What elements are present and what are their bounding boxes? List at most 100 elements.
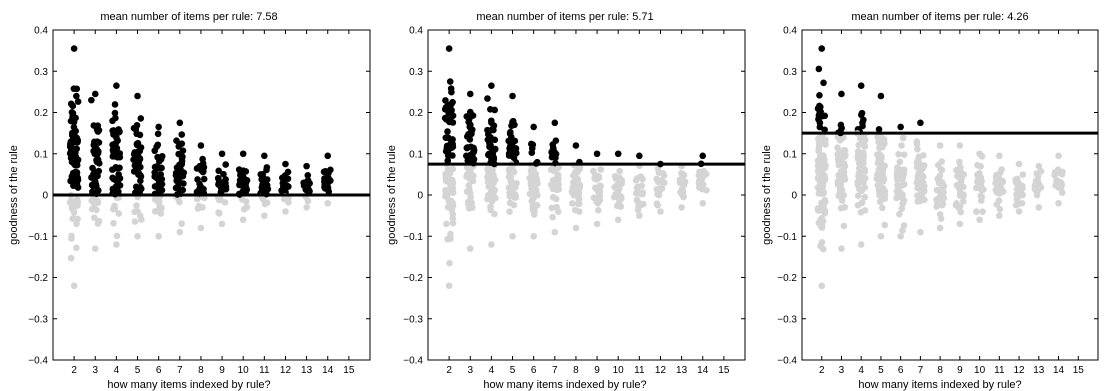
point-above-threshold (303, 162, 310, 170)
panel-2-ytick-label: 0 (417, 191, 423, 202)
point-above-threshold (282, 160, 289, 168)
panel-3-xlabel: how many items indexed by rule? (858, 379, 1021, 391)
point-below-threshold (914, 145, 921, 153)
point-below-threshold (938, 192, 945, 200)
panel-2-xlabel: how many items indexed by rule? (483, 379, 646, 391)
point-above-threshold (507, 128, 514, 136)
point-below-threshold (896, 210, 903, 218)
point-above-threshold (237, 171, 244, 179)
point-below-threshold (549, 213, 556, 221)
panel-1-points (66, 45, 334, 290)
panel-1: mean number of items per rule: 7.58 how … (8, 11, 371, 391)
point-below-threshold (1013, 179, 1021, 187)
point-below-threshold (280, 195, 288, 203)
point-below-threshold (530, 211, 538, 218)
point-above-threshold (917, 119, 924, 127)
panel-2-frame (427, 29, 746, 361)
panel-2-xtick-label: 5 (510, 365, 516, 376)
panel-1-xtick-label: 12 (280, 365, 292, 376)
point-below-threshold (1035, 162, 1043, 170)
point-below-threshold (549, 185, 557, 193)
point-above-threshold (114, 150, 121, 158)
point-below-threshold (939, 200, 947, 208)
point-below-threshold (816, 141, 823, 149)
point-below-threshold (239, 216, 247, 224)
point-below-threshold (468, 199, 476, 207)
panel-3: mean number of items per rule: 4.26 how … (761, 11, 1099, 391)
point-below-threshold (993, 171, 1000, 179)
point-below-threshold (555, 185, 563, 193)
point-above-threshold (466, 136, 474, 143)
point-above-threshold (257, 171, 265, 178)
panel-3-ytick-label: 0.2 (783, 108, 797, 119)
point-above-threshold (91, 177, 99, 185)
point-above-threshold (859, 119, 866, 127)
point-below-threshold (526, 190, 534, 198)
point-above-threshold (548, 148, 555, 156)
point-above-threshold (242, 168, 250, 175)
point-below-threshold (1015, 160, 1023, 168)
panel-3-xtick-label: 10 (974, 365, 986, 376)
point-below-threshold (919, 164, 927, 172)
point-above-threshold (489, 125, 496, 133)
point-below-threshold (528, 168, 535, 175)
point-above-threshold (527, 140, 535, 148)
point-above-threshold (116, 128, 123, 135)
point-below-threshold (840, 222, 848, 230)
point-below-threshold (1015, 208, 1023, 215)
point-below-threshold (506, 208, 513, 216)
point-below-threshold (1035, 204, 1043, 211)
point-below-threshold (487, 175, 495, 183)
point-above-threshold (94, 187, 102, 194)
point-below-threshold (443, 192, 451, 200)
point-above-threshold (109, 141, 116, 149)
point-below-threshold (857, 241, 865, 248)
point-below-threshold (873, 151, 881, 158)
panel-2-xtick-label: 6 (531, 365, 537, 376)
point-below-threshold (597, 166, 605, 173)
panel-1-xtick-label: 4 (114, 365, 120, 376)
point-below-threshold (657, 208, 664, 215)
point-below-threshold (597, 183, 604, 190)
panel-3-xtick-label: 6 (898, 365, 904, 376)
point-above-threshold (815, 65, 823, 73)
point-below-threshold (1059, 168, 1066, 176)
point-below-threshold (1019, 171, 1027, 178)
point-below-threshold (1017, 190, 1025, 197)
point-above-threshold (178, 160, 186, 168)
point-below-threshold (815, 189, 823, 197)
point-above-threshold (325, 169, 332, 177)
point-below-threshold (993, 201, 1001, 208)
point-below-threshold (639, 175, 646, 183)
point-below-threshold (857, 209, 865, 216)
point-above-threshold (593, 150, 601, 158)
point-below-threshold (91, 245, 99, 252)
point-below-threshold (529, 203, 537, 211)
point-above-threshold (818, 112, 826, 120)
point-below-threshold (974, 177, 982, 184)
panel-1-ytick-label: 0.3 (34, 67, 48, 78)
point-below-threshold (896, 158, 904, 166)
point-below-threshold (898, 182, 906, 189)
point-below-threshold (837, 204, 845, 212)
point-below-threshold (699, 173, 707, 181)
point-below-threshold (304, 197, 312, 205)
panel-3-frame (801, 29, 1099, 361)
point-below-threshold (938, 179, 946, 186)
point-below-threshold (176, 228, 184, 236)
point-below-threshold (897, 232, 904, 240)
point-above-threshold (109, 185, 117, 193)
point-above-threshold (875, 126, 883, 133)
point-above-threshold (530, 123, 537, 131)
panel-1-xtick-label: 14 (322, 365, 334, 376)
point-above-threshold (199, 155, 206, 163)
point-below-threshold (88, 205, 96, 213)
point-above-threshold (487, 141, 494, 149)
point-below-threshold (569, 184, 577, 191)
panel-2-xtick-label: 10 (613, 365, 625, 376)
point-below-threshold (880, 175, 888, 183)
point-below-threshold (854, 147, 862, 155)
point-below-threshold (216, 196, 224, 204)
panel-1-xtick-label: 2 (71, 365, 77, 376)
